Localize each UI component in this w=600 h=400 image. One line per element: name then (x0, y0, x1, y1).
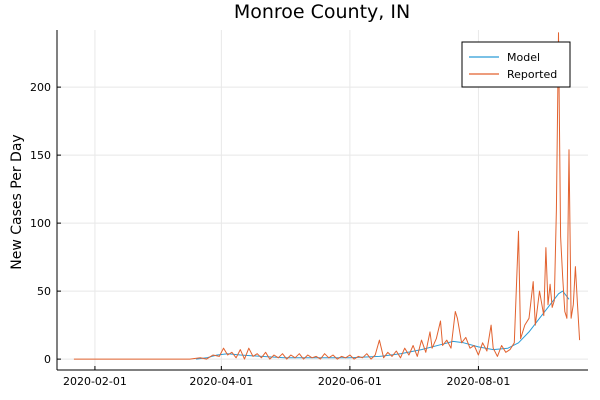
y-axis-ticks: 0 50 100 150 200 (30, 81, 61, 366)
chart-title: Monroe County, IN (234, 1, 410, 23)
y-tick-label: 0 (44, 353, 51, 366)
y-tick-label: 200 (30, 81, 51, 94)
y-tick-label: 100 (30, 217, 51, 230)
y-tick-label: 50 (37, 285, 51, 298)
x-tick-label: 2020-08-01 (446, 375, 510, 388)
x-tick-label: 2020-06-01 (318, 375, 382, 388)
legend-label-reported: Reported (507, 68, 557, 81)
series-lines (73, 32, 581, 360)
series-reported-line (73, 32, 581, 360)
series-model-line (196, 290, 570, 360)
y-axis-label: New Cases Per Day (9, 134, 25, 269)
x-axis-ticks: 2020-02-01 2020-04-01 2020-06-01 2020-08-01 (63, 366, 510, 388)
legend: Model Reported (461, 41, 571, 88)
legend-label-model: Model (507, 51, 540, 64)
legend-box (461, 41, 571, 88)
y-tick-label: 150 (30, 149, 51, 162)
x-tick-label: 2020-02-01 (63, 375, 127, 388)
x-tick-label: 2020-04-01 (189, 375, 253, 388)
